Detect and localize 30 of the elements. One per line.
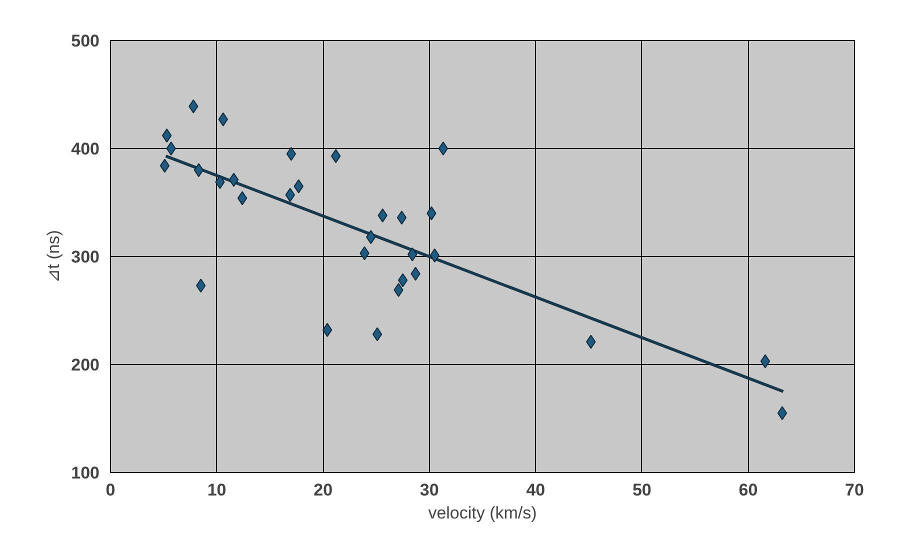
- point: [372, 327, 382, 342]
- y-axis-title: ⊿t (ns): [44, 230, 64, 283]
- point: [322, 322, 332, 337]
- point: [777, 406, 788, 420]
- y-tick-label: 200: [71, 356, 100, 374]
- point: [398, 273, 408, 288]
- x-tick-label: 10: [207, 480, 226, 500]
- x-tick-label: 40: [526, 480, 546, 500]
- point: [166, 142, 176, 156]
- y-tick-label: 500: [71, 32, 100, 50]
- point: [228, 172, 239, 187]
- x-tick-label: 60: [738, 480, 758, 500]
- x-tick-label: 30: [420, 480, 439, 500]
- point: [438, 142, 448, 156]
- point: [396, 210, 407, 225]
- x-axis-title: velocity (km/s): [428, 504, 537, 522]
- x-tick-label: 50: [632, 480, 652, 500]
- y-tick-label: 400: [71, 140, 100, 158]
- point: [237, 191, 248, 206]
- point: [760, 354, 770, 368]
- point: [430, 248, 440, 262]
- y-tick-label: 300: [71, 248, 100, 266]
- x-tick-label: 70: [845, 480, 864, 500]
- y-tick-label: 100: [71, 464, 100, 482]
- x-tick-label: 20: [314, 480, 333, 500]
- point: [286, 146, 296, 161]
- point: [160, 158, 170, 173]
- x-tick-label: 0: [106, 480, 116, 500]
- point: [194, 163, 204, 178]
- point: [330, 149, 341, 164]
